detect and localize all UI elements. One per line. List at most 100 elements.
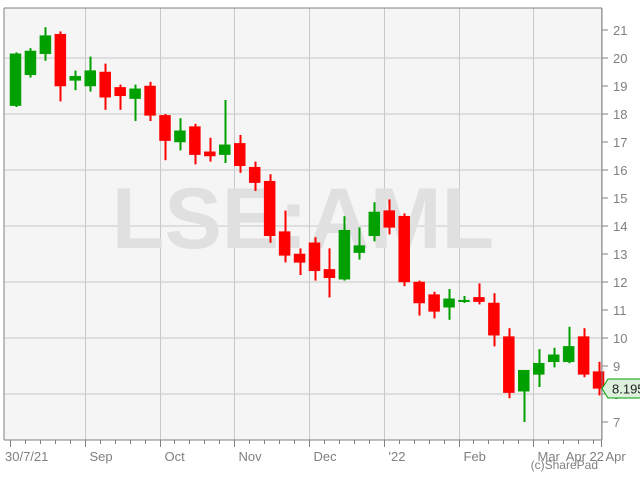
y-axis-tick-label: 16 xyxy=(613,163,627,178)
candle xyxy=(592,361,605,396)
y-axis-tick-label: 10 xyxy=(613,331,627,346)
candle xyxy=(353,227,366,260)
candle-body xyxy=(547,354,560,363)
candle-body xyxy=(219,144,231,155)
candle-body xyxy=(248,166,261,183)
candle-body xyxy=(54,33,67,87)
candle-body xyxy=(114,87,126,97)
candle xyxy=(99,63,111,110)
candle-body xyxy=(353,245,366,253)
candle-body xyxy=(428,294,440,312)
candle xyxy=(114,84,126,110)
candle xyxy=(54,31,67,102)
y-axis-tick-label: 13 xyxy=(613,247,627,262)
watermark-text: LSE:AML xyxy=(112,171,494,267)
candle-body xyxy=(323,269,336,279)
x-axis-tick-label: Apr xyxy=(606,449,627,464)
candle-series xyxy=(9,27,605,422)
x-axis-tick-label: Oct xyxy=(165,449,186,464)
candle xyxy=(562,326,575,364)
y-axis-tick-label: 17 xyxy=(613,135,627,150)
price-badge-label: 8.195 xyxy=(612,382,640,397)
candle-body xyxy=(458,299,470,302)
candle-body xyxy=(189,126,201,155)
candle xyxy=(69,70,82,91)
y-axis-tick-label: 15 xyxy=(613,191,627,206)
candle xyxy=(234,135,246,173)
candle-body xyxy=(518,369,530,392)
candle-body xyxy=(263,180,276,237)
y-axis-tick-label: 21 xyxy=(613,23,627,38)
x-axis-tick-label: '22 xyxy=(389,449,406,464)
x-axis-tick-label: Feb xyxy=(464,449,486,464)
candle-body xyxy=(39,35,52,55)
candle-body xyxy=(503,336,515,393)
candle-body xyxy=(473,297,485,302)
candle-body xyxy=(174,130,186,143)
candle-body xyxy=(234,143,246,167)
candle xyxy=(547,347,560,368)
candle xyxy=(473,283,485,305)
y-axis-tick-label: 14 xyxy=(613,219,627,234)
candle-body xyxy=(204,151,216,157)
candle-body xyxy=(443,298,455,308)
candle xyxy=(503,328,515,399)
candle-body xyxy=(129,88,141,99)
candle xyxy=(413,280,425,316)
y-axis-tick-label: 18 xyxy=(613,107,627,122)
candle-body xyxy=(562,346,575,363)
candle xyxy=(248,161,261,191)
candle xyxy=(323,248,336,298)
candle-body xyxy=(413,281,425,304)
candle xyxy=(39,27,52,61)
candle-body xyxy=(577,336,590,375)
axis-frame xyxy=(3,7,603,441)
candle xyxy=(368,202,381,242)
watermark: LSE:AML xyxy=(112,171,494,267)
candle-body xyxy=(9,53,22,106)
last-price-badge: 8.195 xyxy=(601,378,640,399)
candle xyxy=(398,213,410,287)
y-axis-tick-label: 9 xyxy=(613,359,620,374)
candle xyxy=(338,216,351,281)
copyright-text: (c)SharePad xyxy=(531,458,598,472)
candle xyxy=(308,237,321,281)
y-axis-tick-label: 11 xyxy=(613,303,627,318)
candle-body xyxy=(278,231,291,256)
x-axis-tick-label: Mar xyxy=(538,449,561,464)
candle xyxy=(458,296,470,303)
candle xyxy=(159,114,171,161)
candle xyxy=(488,293,500,347)
candle xyxy=(533,349,545,387)
x-axis-tick-label: Dec xyxy=(314,449,338,464)
candle-body xyxy=(488,302,500,336)
y-axis: 212019181716151413121110987 xyxy=(602,23,627,430)
candle-body xyxy=(368,211,381,237)
horizontal-gridlines xyxy=(4,57,602,395)
candle xyxy=(204,137,216,162)
candle-body xyxy=(99,71,111,98)
candle-body xyxy=(144,85,156,116)
candle-body xyxy=(84,70,96,87)
candle xyxy=(383,199,395,235)
candle xyxy=(219,100,231,163)
x-axis-tick-label: 30/7/21 xyxy=(5,449,48,464)
candle xyxy=(174,118,186,151)
candle xyxy=(278,210,291,263)
x-axis-tick-label: Sep xyxy=(90,449,113,464)
candle xyxy=(443,289,455,320)
y-axis-tick-label: 7 xyxy=(613,415,620,430)
candle xyxy=(129,84,141,121)
y-axis-tick-label: 19 xyxy=(613,79,627,94)
y-axis-tick-label: 12 xyxy=(613,275,627,290)
candle xyxy=(84,56,96,92)
candle xyxy=(293,248,306,275)
candle-body xyxy=(592,371,605,389)
candle-body xyxy=(308,242,321,272)
candle xyxy=(577,328,590,378)
candle-body xyxy=(293,253,306,263)
candle-body xyxy=(338,229,351,280)
